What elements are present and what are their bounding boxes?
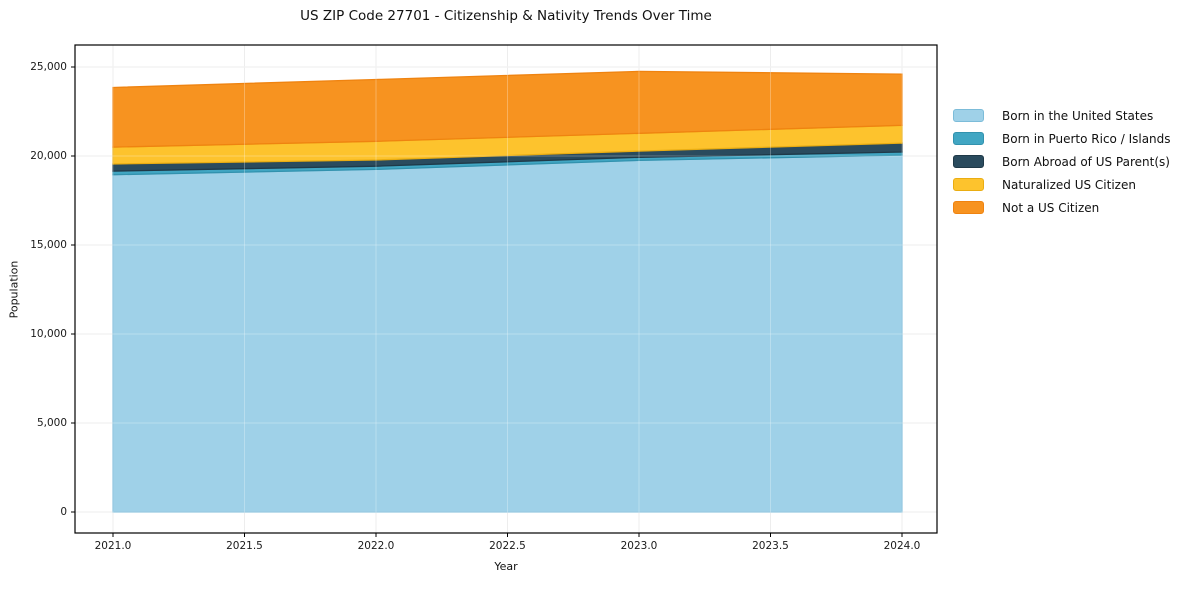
x-tick-label: 2022.0 <box>357 540 395 552</box>
legend-item: Born in the United States <box>953 104 1171 127</box>
y-tick-label: 15,000 <box>30 239 67 251</box>
x-tick-label: 2021.0 <box>94 540 132 552</box>
x-tick-label: 2021.5 <box>226 540 263 552</box>
y-tick-label: 0 <box>60 506 67 518</box>
y-tick-label: 20,000 <box>30 150 67 162</box>
legend-swatch <box>953 132 984 145</box>
legend-item: Born in Puerto Rico / Islands <box>953 127 1171 150</box>
legend-swatch <box>953 155 984 168</box>
x-tick-label: 2022.5 <box>489 540 526 552</box>
legend-label: Naturalized US Citizen <box>1002 177 1136 192</box>
legend-item: Born Abroad of US Parent(s) <box>953 150 1171 173</box>
y-tick-label: 5,000 <box>36 417 67 429</box>
x-axis-label: Year <box>494 560 518 573</box>
legend-label: Not a US Citizen <box>1002 200 1100 215</box>
area-series <box>112 70 903 148</box>
x-tick-label: 2023.0 <box>620 540 658 552</box>
legend-item: Not a US Citizen <box>953 196 1171 219</box>
x-tick-label: 2023.5 <box>752 540 789 552</box>
legend-swatch <box>953 109 984 122</box>
legend-label: Born Abroad of US Parent(s) <box>1002 154 1170 169</box>
y-axis-label: Population <box>7 260 21 319</box>
plot-border <box>74 44 938 534</box>
legend-label: Born in Puerto Rico / Islands <box>1002 131 1171 146</box>
x-tick-label: 2024.0 <box>883 540 921 552</box>
legend-label: Born in the United States <box>1002 108 1154 123</box>
y-tick-label: 25,000 <box>30 61 67 73</box>
legend-swatch <box>953 178 984 191</box>
chart-title: US ZIP Code 27701 - Citizenship & Nativi… <box>300 8 712 24</box>
legend: Born in the United States Born in Puerto … <box>953 104 1171 219</box>
y-tick-label: 10,000 <box>30 328 67 340</box>
legend-item: Naturalized US Citizen <box>953 173 1171 196</box>
legend-swatch <box>953 201 984 214</box>
